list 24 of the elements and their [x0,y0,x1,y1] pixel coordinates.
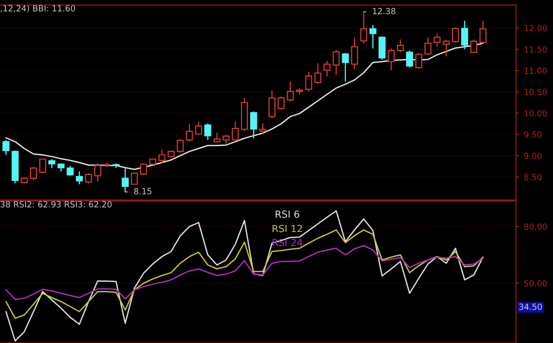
candlestick [332,50,340,76]
y-tick-label: 9.50 [524,131,542,138]
annotation: 12.38 [372,8,396,14]
series-label: RSI 6 [276,210,300,218]
line-series [5,210,484,342]
line-series [5,245,484,300]
y-tick-label: 12.00 [524,24,547,32]
y-tick-label: 8.50 [524,174,542,180]
series-label: RSI 12 [272,224,302,232]
y-tick-label: 11.50 [524,46,547,53]
y-tick-label: 80.00 [524,224,547,230]
y-tick-label: 10.50 [524,88,547,96]
y-tick-label: 9.00 [524,152,542,160]
y-tick-label: 10.00 [524,110,547,116]
y-tick-label: 11.00 [524,68,547,74]
annotation: 38 RSI2: 62.93 RSI3: 62.20 [0,201,112,208]
y-tick-label: 50.00 [524,280,547,287]
text: 34.50 [519,304,542,310]
annotation: ,12,24) BBI: 11.60 [0,5,76,12]
candlestick [415,52,422,70]
candlestick [122,167,129,192]
candlestick [388,48,395,71]
candlestick [94,162,102,182]
annotation: 8.15 [134,188,152,194]
